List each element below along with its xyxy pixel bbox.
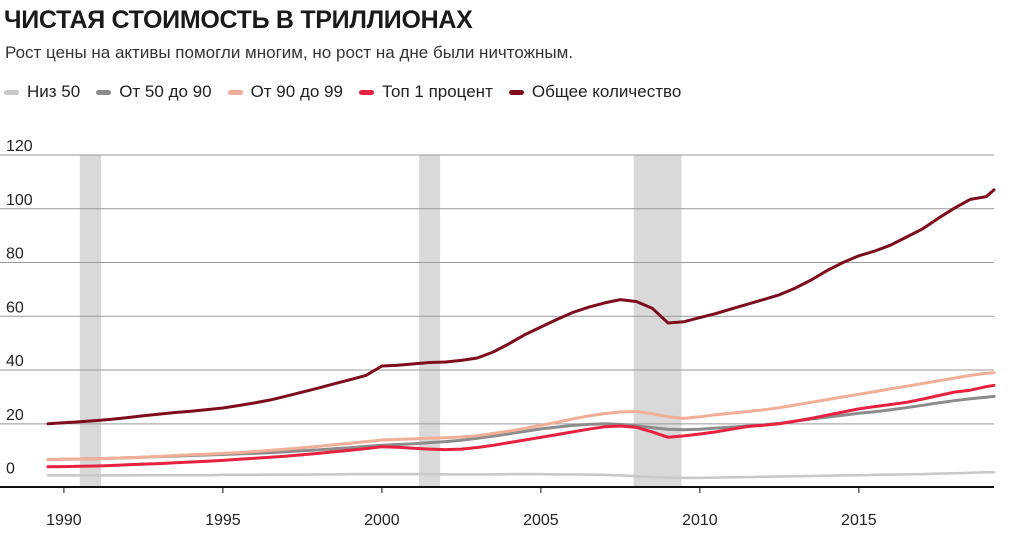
legend-item-90-to-99: От 90 до 99 — [227, 82, 343, 102]
y-tick-label-20: 20 — [6, 407, 24, 424]
y-tick-label-80: 80 — [6, 246, 24, 263]
legend-swatch-90-to-99 — [227, 89, 243, 95]
legend-label-bottom-50: Низ 50 — [27, 82, 81, 101]
series-line-2 — [46, 371, 996, 462]
y-tick-label-0: 0 — [6, 461, 15, 478]
shaded-period-0 — [79, 155, 102, 487]
chart-title: ЧИСТАЯ СТОИМОСТЬ В ТРИЛЛИОНАХ — [4, 6, 473, 34]
x-tick-label-2000: 2000 — [364, 512, 400, 529]
x-tick-label-1995: 1995 — [205, 512, 241, 529]
shaded-period-2 — [633, 155, 682, 487]
legend-label-50-to-90: От 50 до 90 — [119, 82, 212, 101]
x-tick-label-2005: 2005 — [523, 512, 559, 529]
legend-item-top-1: Топ 1 процент — [358, 82, 493, 102]
legend-label-top-1: Топ 1 процент — [381, 82, 493, 101]
y-tick-label-120: 120 — [6, 138, 33, 155]
y-tick-label-60: 60 — [6, 299, 24, 316]
x-tick-label-1990: 1990 — [46, 512, 82, 529]
series-line-0 — [46, 470, 996, 480]
x-tick-label-2010: 2010 — [682, 512, 718, 529]
legend-item-50-to-90: От 50 до 90 — [96, 82, 212, 102]
shaded-period-1 — [419, 155, 441, 487]
y-tick-label-100: 100 — [6, 192, 33, 209]
legend: Низ 50 От 50 до 90 От 90 до 99 Топ 1 про… — [4, 82, 697, 102]
chart-subtitle: Рост цены на активы помогли многим, но р… — [5, 43, 574, 62]
legend-swatch-bottom-50 — [4, 89, 19, 95]
legend-swatch-total — [508, 89, 524, 95]
x-tick-label-2015: 2015 — [841, 512, 877, 529]
legend-label-total: Общее количество — [531, 82, 682, 101]
legend-swatch-50-to-90 — [96, 89, 112, 95]
legend-item-total: Общее количество — [508, 82, 682, 102]
legend-item-bottom-50: Низ 50 — [4, 82, 80, 102]
legend-label-90-to-99: От 90 до 99 — [250, 82, 343, 101]
legend-swatch-top-1 — [358, 89, 374, 95]
series-line-3 — [46, 383, 996, 469]
series-line-4 — [46, 188, 996, 426]
y-tick-label-40: 40 — [6, 353, 24, 370]
